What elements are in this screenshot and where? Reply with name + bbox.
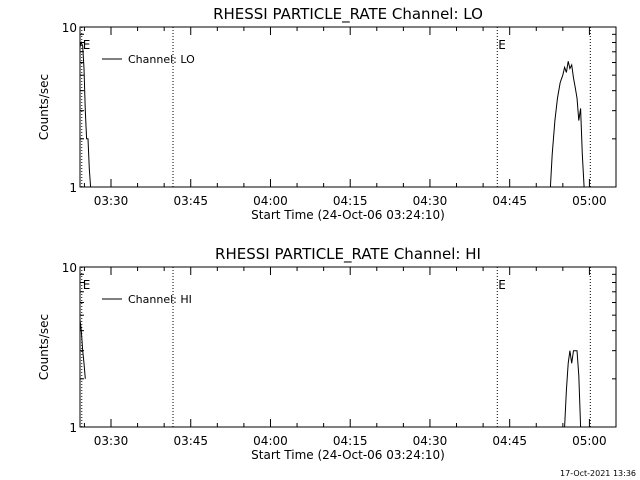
x-axis-label: Start Time (24-Oct-06 03:24:10) [251, 448, 445, 462]
event-marker-label: E [498, 38, 506, 52]
legend-label: Channel: LO [128, 53, 195, 66]
plot-frame [79, 266, 617, 428]
x-axis-label: Start Time (24-Oct-06 03:24:10) [251, 208, 445, 222]
x-tick-label: 03:30 [94, 434, 129, 448]
y-axis-label: Counts/sec [37, 314, 51, 380]
series-line [79, 319, 86, 379]
x-tick-label: 05:00 [572, 194, 607, 208]
event-marker-label: E [83, 38, 91, 52]
series-line [79, 40, 92, 188]
chart-panel-1: RHESSI PARTICLE_RATE Channel: LO Counts/s… [37, 5, 617, 222]
x-tick-label: 03:30 [94, 194, 129, 208]
x-tick-label: 03:45 [173, 194, 208, 208]
y-axis-label: Counts/sec [37, 74, 51, 140]
y-tick-label: 10 [62, 21, 77, 35]
x-tick-label: 04:30 [413, 434, 448, 448]
x-tick-label: 05:00 [572, 434, 607, 448]
footer-timestamp: 17-Oct-2021 13:36 [560, 469, 636, 478]
y-tick-label: 1 [69, 181, 77, 195]
chart-panels: RHESSI PARTICLE_RATE Channel: LO Counts/s… [37, 5, 617, 462]
chart-title: RHESSI PARTICLE_RATE Channel: HI [215, 245, 481, 264]
series-line [564, 350, 582, 428]
x-tick-label: 04:15 [333, 434, 368, 448]
y-tick-label: 1 [69, 421, 77, 435]
y-tick-label: 10 [62, 261, 77, 275]
x-tick-label: 03:45 [173, 434, 208, 448]
x-tick-label: 04:00 [253, 434, 288, 448]
series-line [549, 61, 585, 188]
x-tick-label: 04:45 [492, 194, 527, 208]
plot-frame [79, 26, 617, 188]
x-tick-label: 04:00 [253, 194, 288, 208]
x-tick-label: 04:30 [413, 194, 448, 208]
chart-title: RHESSI PARTICLE_RATE Channel: LO [213, 5, 483, 24]
legend-label: Channel: HI [128, 293, 192, 306]
event-marker-label: E [498, 278, 506, 292]
chart-panel-2: RHESSI PARTICLE_RATE Channel: HI Counts/s… [37, 245, 617, 462]
x-tick-label: 04:15 [333, 194, 368, 208]
x-tick-label: 04:45 [492, 434, 527, 448]
event-marker-label: E [83, 278, 91, 292]
